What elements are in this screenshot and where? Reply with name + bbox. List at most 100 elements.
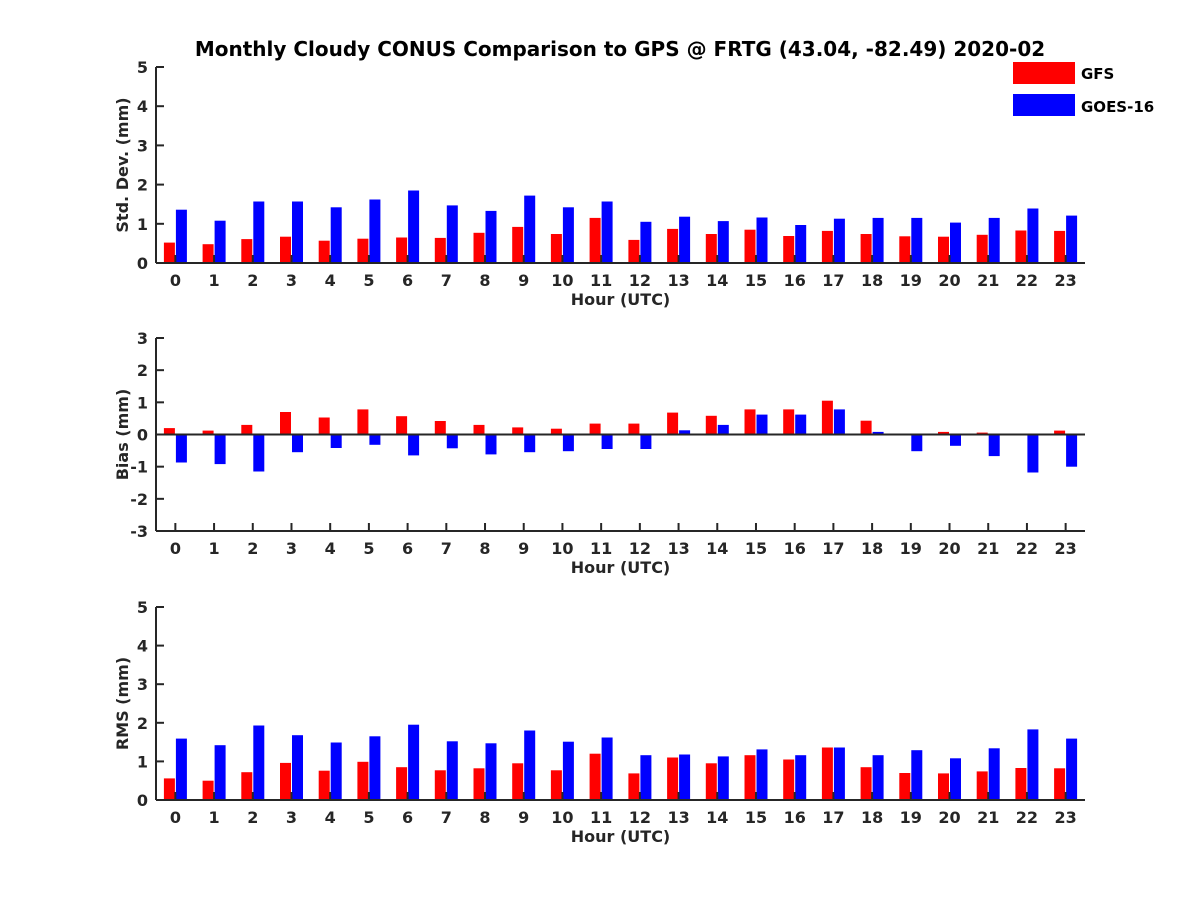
bar-goes16-22 [1027,434,1039,473]
x-tick-label: 8 [479,271,490,290]
bar-goes16-14 [717,424,729,435]
x-tick-label: 16 [784,539,806,558]
bar-goes16-4 [330,434,342,448]
x-tick-label: 2 [247,808,258,827]
x-tick-label: 0 [170,271,181,290]
bar-goes16-6 [408,190,420,263]
legend-swatch-goes16 [1013,94,1075,116]
bar-goes16-4 [330,742,342,800]
bar-goes16-16 [795,414,807,435]
y-tick-label: 0 [137,254,148,273]
bar-gfs-11 [589,217,601,263]
bar-gfs-17 [821,400,833,435]
bar-gfs-5 [357,761,369,800]
bar-gfs-15 [744,409,756,435]
bar-goes16-13 [679,754,691,800]
bar-goes16-23 [1066,434,1078,467]
bar-goes16-2 [253,725,265,800]
bar-goes16-7 [446,741,458,800]
bar-goes16-17 [833,409,845,435]
bar-gfs-4 [318,240,330,263]
bar-gfs-20 [938,431,949,435]
x-tick-label: 17 [822,271,844,290]
x-tick-label: 11 [590,271,612,290]
bar-goes16-3 [292,735,303,800]
y-tick-label: -3 [130,522,148,541]
bar-gfs-17 [821,747,833,800]
x-tick-label: 7 [441,539,452,558]
x-tick-label: 14 [706,808,728,827]
bar-gfs-1 [202,430,214,435]
bar-goes16-20 [950,758,961,800]
bar-goes16-1 [214,220,226,263]
bar-gfs-3 [280,236,291,263]
bar-gfs-23 [1054,230,1066,263]
x-tick-label: 12 [629,808,651,827]
bar-gfs-18 [860,234,872,263]
x-tick-label: 10 [551,808,573,827]
y-tick-label: 5 [137,598,148,617]
bar-gfs-23 [1054,430,1066,435]
y-tick-label: 4 [137,97,148,116]
x-tick-label: 9 [518,808,529,827]
bar-gfs-7 [434,770,446,800]
y-tick-label: 0 [137,791,148,810]
bar-gfs-18 [860,420,872,435]
bar-goes16-5 [369,434,381,445]
y-tick-label: -2 [130,490,148,509]
bar-goes16-21 [988,434,1000,457]
x-tick-label: 20 [938,539,960,558]
x-tick-label: 18 [861,808,883,827]
x-axis-label: Hour (UTC) [571,290,671,309]
x-tick-label: 8 [479,539,490,558]
bar-goes16-9 [524,195,536,263]
bar-goes16-12 [640,221,652,263]
bar-goes16-9 [524,730,536,800]
bar-gfs-1 [202,244,214,263]
y-tick-label: 3 [137,675,148,694]
x-tick-label: 21 [977,539,999,558]
x-tick-label: 5 [363,808,374,827]
bar-gfs-12 [628,773,640,800]
x-tick-label: 21 [977,271,999,290]
y-tick-label: 4 [137,637,148,656]
x-tick-label: 0 [170,539,181,558]
x-tick-label: 10 [551,271,573,290]
x-tick-label: 15 [745,808,767,827]
x-tick-label: 21 [977,808,999,827]
x-tick-label: 7 [441,808,452,827]
x-tick-label: 6 [402,808,413,827]
bar-goes16-16 [795,225,807,263]
x-tick-label: 12 [629,271,651,290]
bar-gfs-9 [512,226,524,263]
x-tick-label: 17 [822,539,844,558]
bar-gfs-13 [667,412,679,435]
bar-goes16-15 [756,217,768,263]
x-tick-label: 6 [402,271,413,290]
bar-gfs-8 [473,232,485,263]
y-tick-label: 5 [137,58,148,77]
bar-goes16-21 [988,748,1000,800]
x-tick-label: 17 [822,808,844,827]
bar-gfs-0 [163,242,175,263]
bar-goes16-11 [601,737,613,800]
x-tick-label: 13 [667,539,689,558]
bar-goes16-2 [253,201,265,263]
bar-gfs-19 [899,773,911,800]
x-tick-label: 22 [1016,271,1038,290]
bar-goes16-17 [833,747,845,800]
bar-gfs-8 [473,424,485,435]
x-tick-label: 6 [402,539,413,558]
bar-goes16-15 [756,414,768,435]
bar-gfs-20 [938,773,949,800]
bar-goes16-13 [679,430,691,435]
x-tick-label: 11 [590,539,612,558]
bar-gfs-15 [744,755,756,800]
bar-gfs-2 [241,772,253,800]
bar-gfs-14 [705,234,717,263]
x-tick-label: 13 [667,808,689,827]
bar-gfs-14 [705,415,717,435]
bar-goes16-3 [292,201,303,263]
